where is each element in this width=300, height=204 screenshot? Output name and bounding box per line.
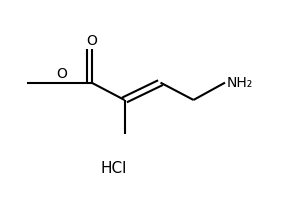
- Text: O: O: [86, 34, 97, 48]
- Text: HCl: HCl: [101, 161, 127, 176]
- Text: NH₂: NH₂: [226, 76, 253, 90]
- Text: O: O: [56, 67, 67, 81]
